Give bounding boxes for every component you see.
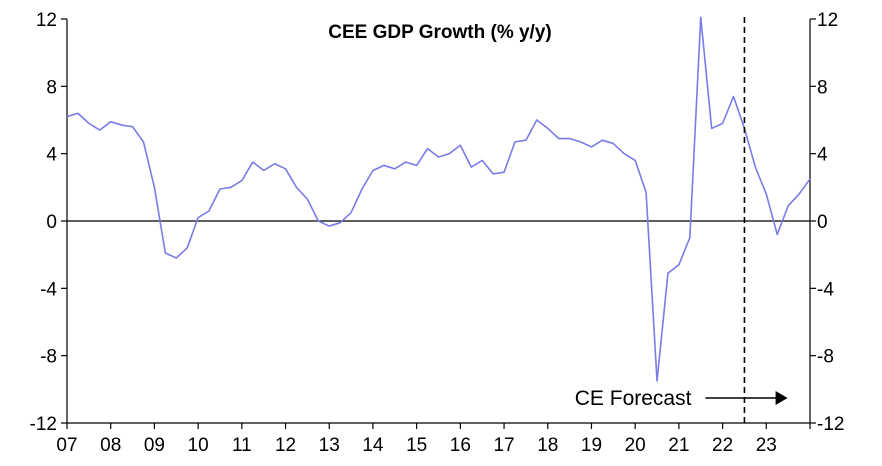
x-tick-label: 19: [581, 435, 602, 456]
forecast-marker: CE Forecast: [575, 17, 788, 423]
x-tick-label: 08: [100, 435, 121, 456]
left-y-tick-label: 12: [36, 10, 57, 31]
left-y-tick-label: 0: [46, 212, 57, 233]
x-tick-label: 22: [712, 435, 733, 456]
right-y-tick-label: 4: [817, 145, 828, 166]
gdp-growth-line: [66, 16, 811, 382]
left-y-tick-label: -8: [40, 347, 57, 368]
right-y-tick-label: 8: [817, 77, 828, 98]
forecast-arrow-icon: [775, 391, 788, 405]
x-tick-label: 23: [756, 435, 777, 456]
x-tick-label: 07: [56, 435, 77, 456]
right-y-tick-label: 0: [817, 212, 828, 233]
axes: -12 -8 -4 0 4 8 12 -12 -8 -4 0 4 8 12 07 08 09 10 11 12 13 14…: [30, 10, 845, 456]
x-tick-label: 18: [537, 435, 558, 456]
x-tick-label: 21: [668, 435, 689, 456]
x-tick-label: 09: [144, 435, 165, 456]
left-y-tick-label: -4: [40, 279, 57, 300]
left-y-tick-label: 4: [46, 145, 57, 166]
x-tick-label: 10: [188, 435, 209, 456]
x-tick-label: 14: [362, 435, 384, 456]
left-y-tick-label: -12: [30, 414, 57, 435]
series-layer: [66, 16, 811, 382]
forecast-label: CE Forecast: [575, 387, 692, 410]
left-y-tick-label: 8: [46, 77, 57, 98]
x-tick-label: 12: [275, 435, 296, 456]
right-y-tick-label: -12: [817, 414, 844, 435]
x-tick-label: 20: [625, 435, 646, 456]
chart-title: CEE GDP Growth (% y/y): [328, 22, 551, 43]
right-y-tick-label: 12: [817, 10, 838, 31]
x-tick-label: 15: [406, 435, 427, 456]
x-tick-label: 17: [493, 435, 514, 456]
right-y-tick-label: -4: [817, 279, 834, 300]
x-tick-label: 13: [319, 435, 340, 456]
right-y-tick-label: -8: [817, 347, 834, 368]
x-tick-label: 11: [232, 435, 252, 456]
x-tick-label: 16: [450, 435, 471, 456]
